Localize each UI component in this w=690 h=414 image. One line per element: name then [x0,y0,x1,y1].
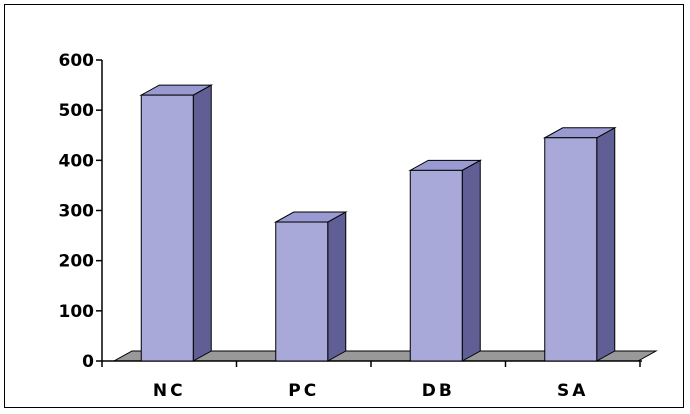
bar-db [408,159,483,362]
bar-front-face [409,169,463,362]
x-category-label: SA [557,381,588,401]
bar-side-face [327,211,347,362]
x-category-label: DB [422,381,455,401]
labels-layer: NC PC DB SA [153,381,588,401]
bar-side-face [461,159,481,362]
bar-sa [542,126,617,362]
bar-side-face [192,84,212,362]
y-tick-label: 600 [59,51,95,71]
y-tick-label: 100 [59,302,95,322]
y-tick-label: 500 [59,101,95,121]
y-tick-label: 300 [59,202,95,222]
bar-pc [273,211,348,362]
x-category-label: NC [153,381,186,401]
y-tick-label: 0 [82,352,94,372]
y-axis-layer: 0 100 200 300 400 500 600 [59,51,642,372]
bar-front-face [275,221,329,362]
bar-front-face [544,137,598,362]
bar-nc [139,84,214,362]
x-category-label: PC [288,381,319,401]
y-tick-label: 400 [59,151,95,171]
bar-side-face [596,126,616,362]
bar-front-face [140,94,194,362]
bars-layer [139,84,617,362]
y-tick-label: 200 [59,252,95,272]
